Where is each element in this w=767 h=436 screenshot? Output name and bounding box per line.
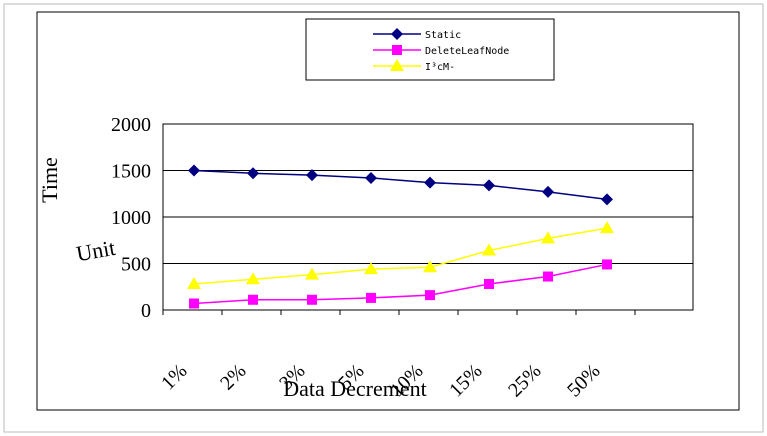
data-point — [602, 259, 612, 270]
legend-marker — [390, 59, 404, 71]
x-axis-title: Data Decrement — [283, 376, 427, 401]
y-tick-label: 1500 — [111, 161, 151, 183]
data-point — [307, 294, 317, 305]
data-point — [601, 193, 613, 206]
legend-marker — [391, 28, 403, 40]
legend-box — [305, 18, 555, 81]
data-point — [483, 179, 495, 192]
data-point — [248, 294, 258, 305]
series-line — [193, 169, 608, 201]
legend-label: I³cM- — [425, 62, 455, 73]
data-point — [247, 167, 259, 180]
legend-marker — [392, 45, 402, 55]
legend: Static DeleteLeafNode I³cM- — [305, 18, 555, 81]
y-tick-label: 2000 — [111, 114, 151, 136]
data-point — [543, 271, 553, 282]
series-line — [193, 263, 608, 305]
y-tick-label: 1000 — [111, 207, 151, 229]
data-point — [364, 262, 378, 275]
series-line — [193, 227, 608, 285]
data-point — [482, 243, 496, 256]
legend-label: Static — [425, 30, 461, 41]
data-point — [189, 298, 199, 309]
data-point — [366, 292, 376, 303]
data-point — [188, 164, 200, 177]
data-point — [246, 272, 260, 285]
data-point — [541, 231, 555, 244]
data-point — [484, 278, 494, 289]
y-axis-title: Time — [37, 157, 62, 203]
data-point — [425, 290, 435, 301]
data-point — [542, 185, 554, 198]
data-point — [600, 221, 614, 234]
data-point — [424, 176, 436, 189]
data-point — [187, 276, 201, 289]
data-point — [306, 169, 318, 182]
data-point — [305, 267, 319, 280]
data-point — [365, 171, 377, 184]
legend-label: DeleteLeafNode — [425, 46, 509, 57]
y-tick-label: 0 — [141, 300, 151, 322]
y-tick-label: 500 — [121, 254, 151, 276]
data-point — [423, 260, 437, 273]
